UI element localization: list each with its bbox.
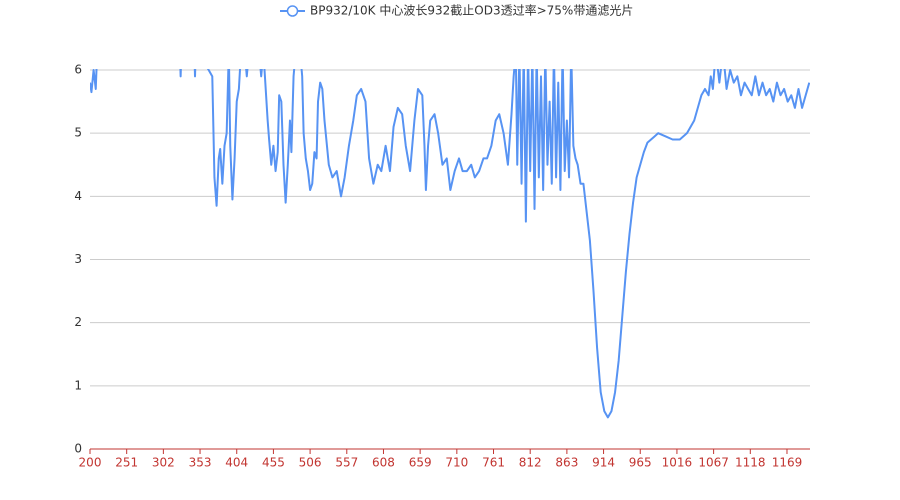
x-tick-label: 710 — [445, 456, 468, 470]
legend-label: BP932/10K 中心波长932截止OD3透过率>75%带通滤光片 — [310, 3, 633, 18]
y-tick-label: 4 — [74, 189, 82, 203]
series-line — [90, 69, 810, 419]
y-tick-label: 2 — [74, 315, 82, 329]
x-tick-label: 761 — [482, 456, 505, 470]
y-tick-label: 5 — [74, 126, 82, 140]
x-tick-label: 1067 — [698, 456, 729, 470]
x-tick-label: 404 — [225, 456, 248, 470]
x-tick-label: 1118 — [735, 456, 766, 470]
x-tick-label: 608 — [372, 456, 395, 470]
y-tick-label: 6 — [74, 63, 82, 77]
x-tick-label: 455 — [262, 456, 285, 470]
x-tick-label: 659 — [409, 456, 432, 470]
x-tick-label: 557 — [335, 456, 358, 470]
x-tick-label: 863 — [555, 456, 578, 470]
y-tick-label: 0 — [74, 442, 82, 456]
y-tick-label: 3 — [74, 252, 82, 266]
plot-area — [90, 69, 810, 419]
x-tick-label: 812 — [519, 456, 542, 470]
x-tick-label: 914 — [592, 456, 615, 470]
x-tick-label: 353 — [189, 456, 212, 470]
legend-icon-marker — [286, 5, 299, 17]
y-tick-label: 1 — [74, 378, 82, 392]
x-tick-label: 302 — [152, 456, 175, 470]
x-tick-label: 1169 — [772, 456, 803, 470]
x-tick-label: 965 — [629, 456, 652, 470]
x-tick-label: 506 — [299, 456, 322, 470]
x-tick-label: 1016 — [662, 456, 693, 470]
x-tick-label: 251 — [115, 456, 138, 470]
x-tick-label: 200 — [79, 456, 102, 470]
